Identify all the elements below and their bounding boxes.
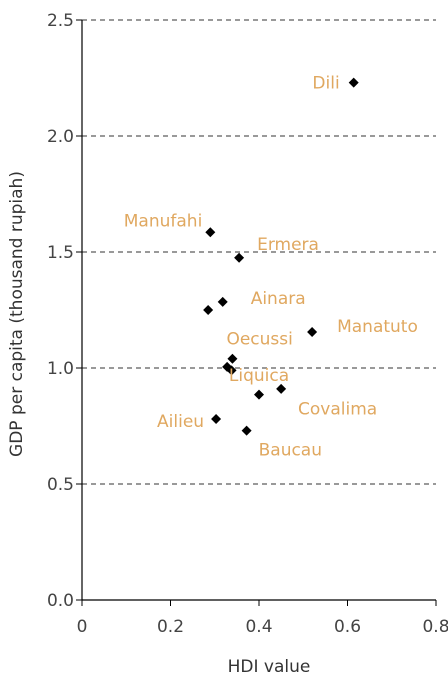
point-label-ainara: Ainara [251,289,306,309]
point-label-liquica: Liquica [229,366,289,386]
y-axis-ticks: 0.0 0.5 1.0 1.5 2.0 2.5 [47,11,82,611]
y-tick-label-1: 0.5 [47,475,74,495]
y-tick-label-4: 2.0 [47,127,74,147]
data-point-8 [226,365,237,376]
x-tick-label-4: 0.8 [422,617,448,637]
data-point-9 [276,383,287,394]
y-tick-label-3: 1.5 [47,243,74,263]
y-tick-label-2: 1.0 [47,359,74,379]
data-point-6 [227,353,238,364]
point-label-manatuto: Manatuto [337,317,418,337]
x-tick-label-2: 0.4 [245,617,272,637]
data-point-12 [241,425,252,436]
point-label-ermera: Ermera [257,235,319,255]
x-tick-label-0: 0 [77,617,88,637]
data-point-10 [254,389,264,400]
y-tick-label-5: 2.5 [47,11,74,31]
axes [81,20,436,601]
y-tick-label-0: 0.0 [47,591,74,611]
data-point-11 [211,414,222,425]
data-point-5 [307,327,318,338]
data-point-1 [205,227,216,238]
point-label-covalima: Covalima [298,400,377,420]
point-label-ailieu: Ailieu [157,412,204,432]
data-point-2 [234,252,245,263]
y-axis-title: GDP per capita (thousand rupiah) [7,171,27,457]
x-tick-label-3: 0.6 [334,617,361,637]
x-tick-label-1: 0.2 [157,617,184,637]
point-labels: Dili Manufahi Ermera Ainara Manatuto Oecussi L… [124,74,418,461]
x-axis-title: HDI value [228,657,311,677]
data-points [203,77,359,436]
point-label-dili: Dili [312,74,339,94]
data-point-3 [217,296,228,307]
data-point-0 [348,77,359,88]
x-axis-ticks: 0 0.2 0.4 0.6 0.8 [77,600,448,637]
data-point-4 [203,305,214,315]
gridlines [82,19,436,485]
point-label-manufahi: Manufahi [124,211,203,231]
point-label-oecussi: Oecussi [226,330,292,350]
point-label-baucau: Baucau [259,441,322,461]
